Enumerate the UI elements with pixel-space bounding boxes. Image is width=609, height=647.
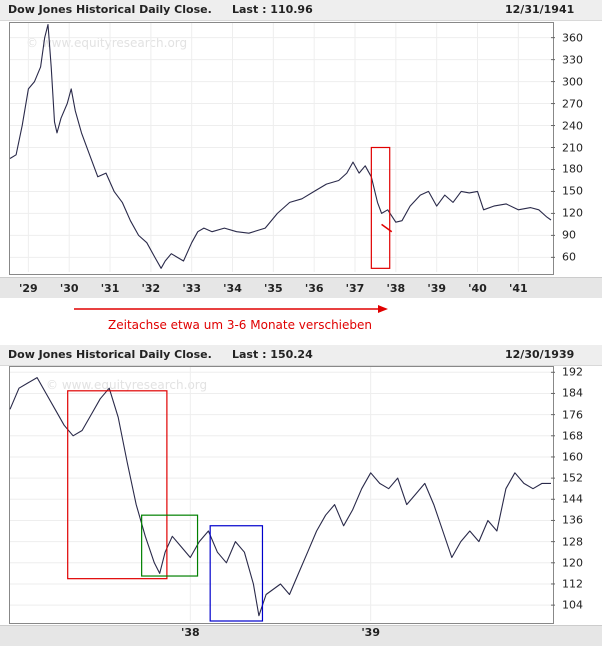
x-tick-label: '36 bbox=[304, 282, 324, 295]
x-tick-label: '35 bbox=[264, 282, 283, 295]
x-tick-label: '38 bbox=[386, 282, 406, 295]
y-tick-label: 152 bbox=[562, 471, 583, 485]
x-tick-label: '30 bbox=[59, 282, 79, 295]
y-tick-label: 136 bbox=[562, 513, 583, 527]
y-tick-label: 192 bbox=[562, 365, 583, 379]
y-tick-label: 240 bbox=[562, 119, 583, 133]
top-chart-x-axis-bar bbox=[0, 277, 602, 298]
x-tick-label: '33 bbox=[182, 282, 202, 295]
top-chart-date: 12/31/1941 bbox=[505, 3, 575, 16]
x-tick-label: '38 bbox=[180, 626, 200, 639]
y-tick-label: 104 bbox=[562, 598, 583, 612]
highlight-box bbox=[141, 514, 199, 577]
y-tick-label: 184 bbox=[562, 386, 583, 400]
y-tick-label: 210 bbox=[562, 141, 583, 154]
price-series-line bbox=[9, 23, 552, 269]
y-tick-label: 150 bbox=[562, 184, 583, 198]
y-tick-label: 160 bbox=[562, 450, 583, 464]
y-tick-label: 120 bbox=[562, 556, 583, 570]
y-tick-label: 176 bbox=[562, 408, 583, 422]
y-tick-label: 180 bbox=[562, 162, 583, 176]
price-series-line bbox=[9, 377, 551, 617]
y-tick-label: 270 bbox=[562, 97, 583, 111]
shift-timeline-note: Zeitachse etwa um 3-6 Monate verschieben bbox=[108, 318, 372, 332]
top-chart-last-value: Last : 110.96 bbox=[232, 3, 313, 16]
top-chart-title-bar: Dow Jones Historical Daily Close. Last :… bbox=[0, 0, 602, 21]
highlight-box bbox=[209, 525, 264, 622]
y-tick-label: 300 bbox=[562, 75, 583, 89]
y-tick-label: 360 bbox=[562, 31, 583, 45]
x-tick-label: '39 bbox=[361, 626, 380, 639]
bottom-chart-watermark: © www.equityresearch.org bbox=[46, 378, 208, 392]
y-tick-label: 90 bbox=[562, 228, 576, 242]
bottom-chart-title: Dow Jones Historical Daily Close. bbox=[8, 348, 212, 361]
bottom-chart-date: 12/30/1939 bbox=[505, 348, 575, 361]
y-tick-label: 112 bbox=[562, 577, 583, 591]
x-tick-label: '41 bbox=[508, 282, 528, 295]
shift-arrow-head bbox=[378, 305, 388, 313]
top-chart-plot-area bbox=[9, 22, 554, 275]
x-tick-label: '31 bbox=[100, 282, 120, 295]
highlight-box bbox=[67, 390, 168, 580]
y-tick-label: 330 bbox=[562, 53, 583, 67]
bottom-chart-plot-area bbox=[9, 366, 554, 624]
red-trend-mark bbox=[381, 223, 393, 233]
bottom-chart-title-bar: Dow Jones Historical Daily Close. Last :… bbox=[0, 345, 602, 366]
x-tick-label: '39 bbox=[427, 282, 447, 295]
y-tick-label: 144 bbox=[562, 492, 583, 506]
y-tick-label: 128 bbox=[562, 535, 583, 549]
x-tick-label: '40 bbox=[468, 282, 487, 295]
x-tick-label: '32 bbox=[141, 282, 161, 295]
y-tick-label: 120 bbox=[562, 206, 583, 220]
bottom-chart-last-value: Last : 150.24 bbox=[232, 348, 313, 361]
top-chart-watermark: © www.equityresearch.org bbox=[26, 36, 188, 50]
bottom-chart-x-axis-bar bbox=[0, 625, 602, 646]
y-tick-label: 60 bbox=[562, 250, 576, 264]
x-tick-label: '29 bbox=[19, 282, 38, 295]
x-tick-label: '37 bbox=[345, 282, 365, 295]
top-chart-title: Dow Jones Historical Daily Close. bbox=[8, 3, 212, 16]
highlight-box bbox=[370, 146, 391, 269]
y-tick-label: 168 bbox=[562, 429, 583, 443]
x-tick-label: '34 bbox=[223, 282, 242, 295]
